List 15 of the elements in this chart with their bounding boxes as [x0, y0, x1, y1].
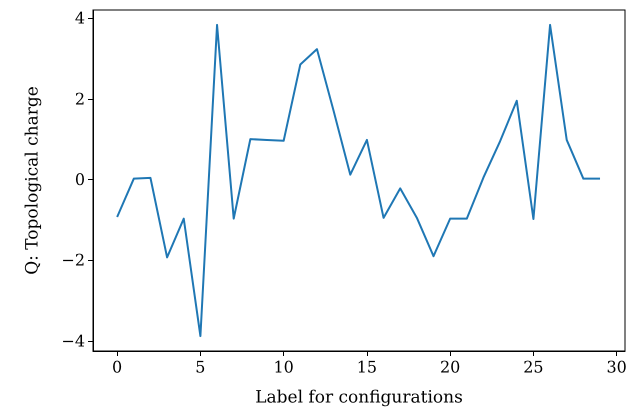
- x-tick-label: 0: [112, 358, 122, 376]
- x-tick-label: 30: [606, 358, 627, 376]
- y-axis-title: Q: Topological charge: [22, 86, 42, 275]
- y-tick-label: 0: [74, 170, 85, 189]
- x-axis-title: Label for configurations: [255, 388, 463, 408]
- x-tick-label: 10: [273, 358, 294, 376]
- line-series: [116, 24, 602, 338]
- y-tick-label: 2: [74, 89, 85, 108]
- x-tick-label: 5: [195, 358, 206, 376]
- y-tick-label: −2: [61, 250, 85, 270]
- y-tick-label: −4: [61, 331, 85, 350]
- x-tick-label: 25: [523, 358, 544, 376]
- y-tick-label: 4: [74, 8, 85, 28]
- x-tick-label: 20: [440, 358, 460, 376]
- x-tick-label: 15: [356, 358, 378, 376]
